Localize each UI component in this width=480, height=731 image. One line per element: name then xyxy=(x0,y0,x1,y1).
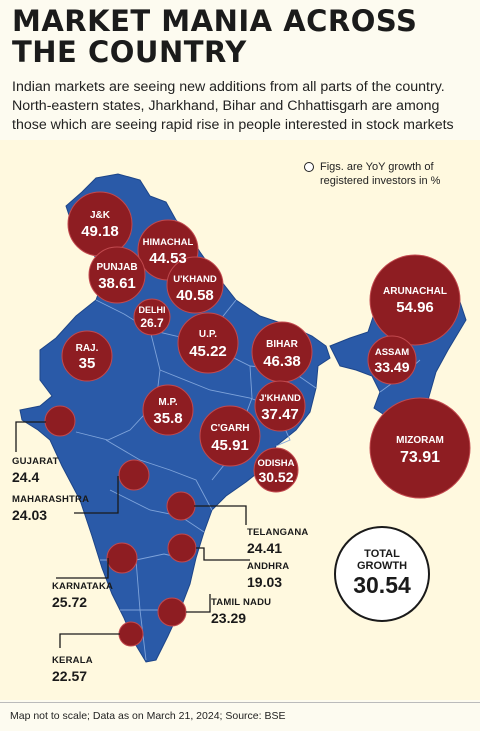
label-kerala-value: 22.57 xyxy=(52,668,88,684)
bubble-tamilnadu xyxy=(157,597,187,627)
label-arunachal-name: ARUNACHAL xyxy=(383,286,447,297)
label-mp-name: M.P. xyxy=(158,397,177,408)
label-up-name: U.P. xyxy=(199,329,217,340)
leader-lines xyxy=(15,421,250,648)
label-mizoram-name: MIZORAM xyxy=(396,435,444,446)
label-cgarh-value: 45.91 xyxy=(211,437,249,454)
bubble-karnataka xyxy=(106,542,138,574)
label-raj-name: RAJ. xyxy=(76,343,99,354)
footer-note: Map not to scale; Data as on March 21, 2… xyxy=(10,710,286,722)
bubble-assam xyxy=(367,335,417,385)
label-bihar-value: 46.38 xyxy=(263,353,301,370)
bubble-up xyxy=(177,312,239,374)
total-growth-label: TOTAL GROWTH xyxy=(356,548,408,572)
bubble-jkhand xyxy=(254,380,306,432)
bubble-raj xyxy=(61,330,113,382)
label-tamilnadu-value: 23.29 xyxy=(211,610,247,626)
bubble-cgarh xyxy=(199,405,261,467)
label-maharashtra-value: 24.03 xyxy=(12,507,48,523)
bubble-maharashtra xyxy=(118,459,150,491)
bubble-mizoram xyxy=(369,397,471,499)
total-growth-value: 30.54 xyxy=(353,572,411,598)
label-himachal-value: 44.53 xyxy=(149,250,187,267)
label-ukhand-value: 40.58 xyxy=(176,287,214,304)
label-arunachal-value: 54.96 xyxy=(396,299,434,316)
label-jkhand-name: J'KHAND xyxy=(259,393,301,404)
label-kerala-name: KERALA xyxy=(52,655,93,666)
total-growth-badge: TOTAL GROWTH 30.54 xyxy=(334,526,430,622)
bubble-ukhand xyxy=(166,256,224,314)
label-gujarat-value: 24.4 xyxy=(12,469,40,485)
label-himachal-name: HIMACHAL xyxy=(143,237,194,248)
subtitle: Indian markets are seeing new additions … xyxy=(12,79,454,133)
bubble-arunachal xyxy=(369,254,461,346)
bubble-telangana xyxy=(166,491,196,521)
label-assam-value: 33.49 xyxy=(374,359,409,375)
label-telangana-name: TELANGANA xyxy=(247,527,309,538)
bubble-andhra xyxy=(167,533,197,563)
bubble-bihar xyxy=(251,321,313,383)
legend-circle-icon xyxy=(304,162,314,172)
legend-text: Figs. are YoY growth of registered inves… xyxy=(320,161,441,187)
label-punjab-value: 38.61 xyxy=(98,275,136,292)
label-mizoram-value: 73.91 xyxy=(400,449,440,466)
legend: Figs. are YoY growth of registered inves… xyxy=(304,160,474,188)
label-cgarh-name: C'GARH xyxy=(210,423,249,434)
label-delhi-name: DELHI xyxy=(139,305,166,315)
india-map: J&K 49.18 HIMACHAL 44.53 PUNJAB 38.61 U'… xyxy=(15,173,471,663)
label-raj-value: 35 xyxy=(79,355,96,372)
label-delhi-value: 26.7 xyxy=(140,316,164,330)
label-jk-name: J&K xyxy=(90,210,111,221)
label-maharashtra-name: MAHARASHTRA xyxy=(12,494,90,505)
label-up-value: 45.22 xyxy=(189,343,227,360)
bubble-gujarat xyxy=(44,405,76,437)
label-odisha-name: ODISHA xyxy=(258,458,295,469)
bubble-kerala xyxy=(118,621,144,647)
title-line-2: THE COUNTRY xyxy=(12,35,247,69)
title-line-1: MARKET MANIA ACROSS xyxy=(12,4,418,38)
label-jk-value: 49.18 xyxy=(81,223,119,240)
bubble-labels: J&K 49.18 HIMACHAL 44.53 PUNJAB 38.61 U'… xyxy=(76,210,447,485)
label-ukhand-name: U'KHAND xyxy=(173,274,217,285)
bubbles xyxy=(44,191,471,647)
label-karnataka-value: 25.72 xyxy=(52,594,88,610)
label-tamilnadu-name: TAMIL NADU xyxy=(211,597,272,608)
bubble-delhi xyxy=(133,298,171,336)
label-assam-name: ASSAM xyxy=(375,347,409,358)
label-mp-value: 35.8 xyxy=(153,410,182,427)
page-title: MARKET MANIA ACROSS THE COUNTRY xyxy=(12,6,472,68)
label-odisha-value: 30.52 xyxy=(258,469,293,485)
label-punjab-name: PUNJAB xyxy=(96,262,137,273)
label-gujarat-name: GUJARAT xyxy=(12,456,59,467)
label-telangana-value: 24.41 xyxy=(247,540,283,556)
bubble-mp xyxy=(142,384,194,436)
label-andhra-name: ANDHRA xyxy=(247,561,290,572)
label-karnataka-name: KARNATAKA xyxy=(52,581,114,592)
label-jkhand-value: 37.47 xyxy=(261,406,299,423)
label-bihar-name: BIHAR xyxy=(266,339,298,350)
bubble-punjab xyxy=(88,246,146,304)
bubble-odisha xyxy=(253,447,299,493)
label-andhra-value: 19.03 xyxy=(247,574,283,590)
footer-divider xyxy=(0,702,480,703)
